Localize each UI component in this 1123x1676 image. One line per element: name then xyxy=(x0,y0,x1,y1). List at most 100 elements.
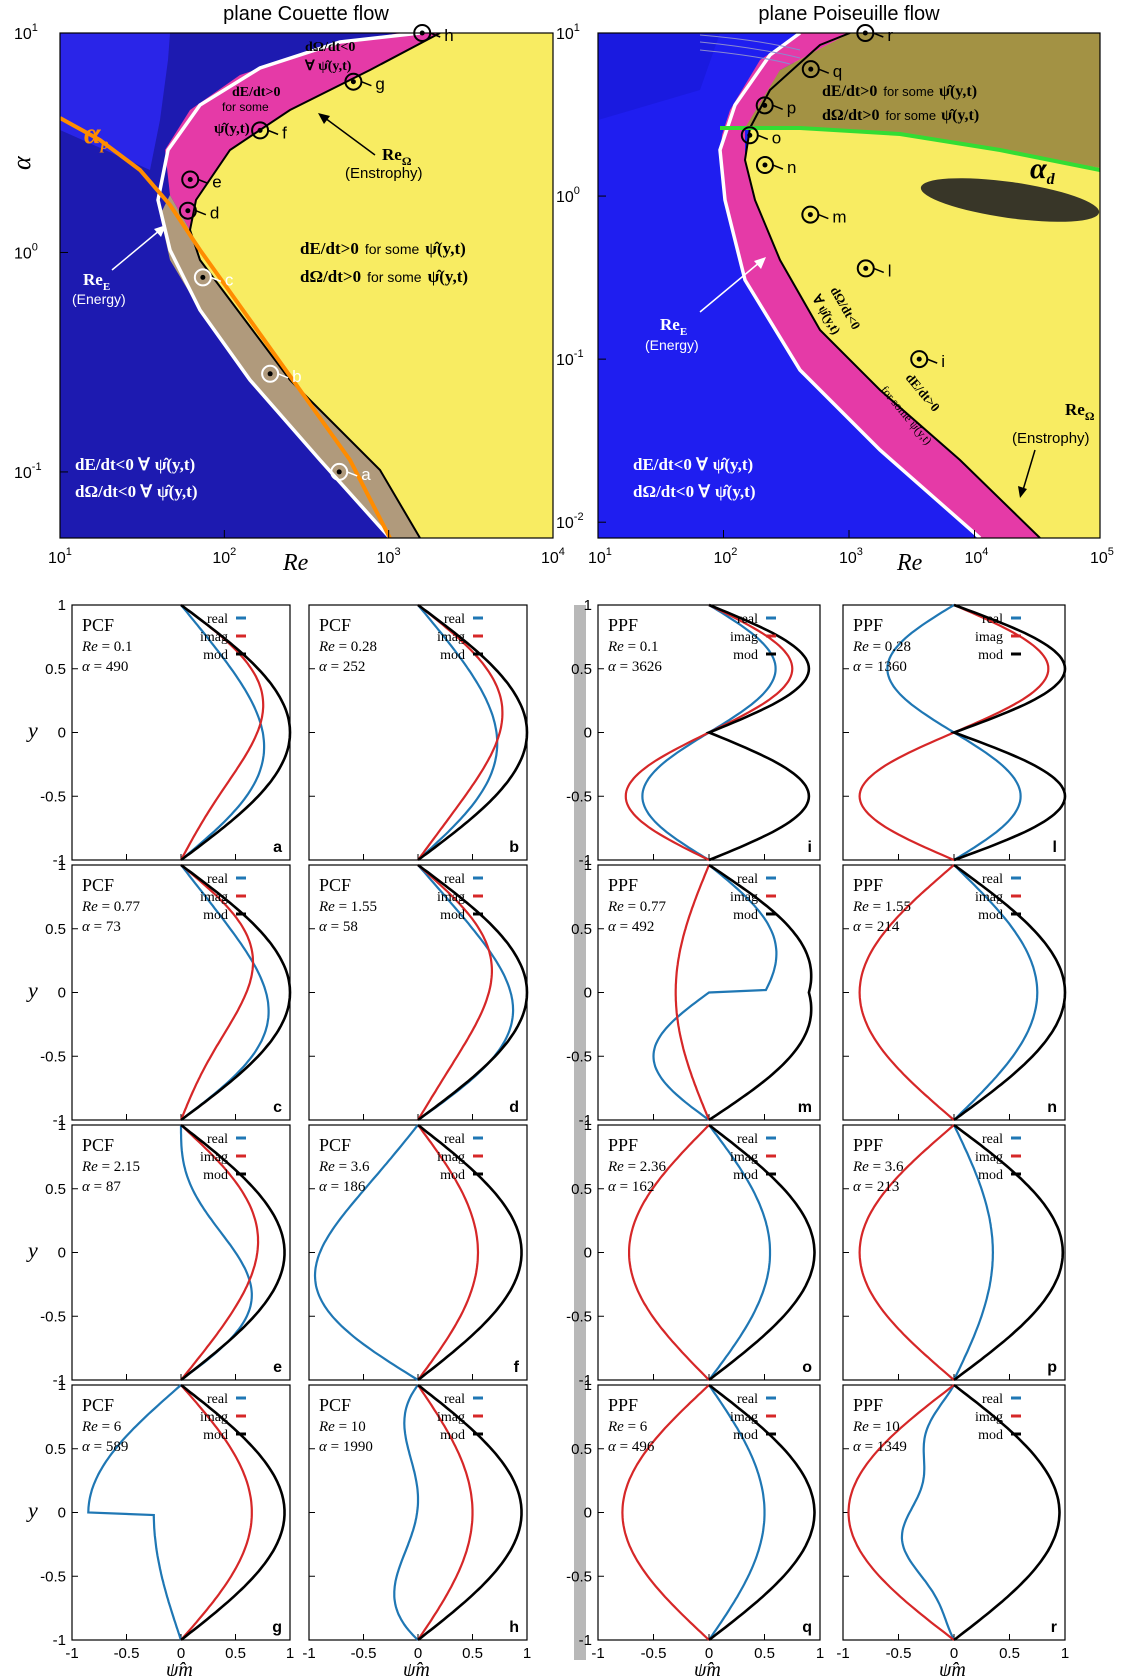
map-point-label: f xyxy=(282,123,287,142)
legend-label-real: real xyxy=(737,1392,758,1407)
re-symbol: Re xyxy=(318,1419,335,1435)
ppf-energy-label: (Energy) xyxy=(645,337,699,353)
re-symbol: Re xyxy=(81,1419,98,1435)
map-x-tick-label: 102 xyxy=(714,546,738,567)
profile-imag-curve xyxy=(179,864,255,1121)
map-point-dot xyxy=(350,79,356,85)
panel-re-label: Re = 10 xyxy=(318,1419,366,1435)
alpha-symbol: α xyxy=(853,919,862,935)
map-point-dot xyxy=(862,30,868,36)
profile-panel-e: real imag mod PCF Re = 2.15 α = 87 e 1 0.5 0 -0.5 -… xyxy=(26,1117,291,1389)
panel-letter: f xyxy=(514,1359,520,1376)
map-y-tick-label: 100 xyxy=(14,241,38,262)
alpha-symbol: α xyxy=(319,919,328,935)
legend-label-imag: imag xyxy=(730,630,758,645)
map-point-dot xyxy=(336,469,342,475)
alpha-symbol: α xyxy=(82,659,91,675)
map-x-tick-exp: 4 xyxy=(559,546,565,558)
profile-y-tick-label: 0 xyxy=(58,985,66,1002)
alpha-value: = 496 xyxy=(616,1439,655,1455)
profile-panel-b: real imag mod PCF Re = 0.28 α = 252 b xyxy=(308,603,529,862)
map-y-tick-label: 10-2 xyxy=(556,511,584,532)
legend-label-imag: imag xyxy=(975,630,1003,645)
legend-label-mod: mod xyxy=(733,1168,758,1183)
profile-x-tick-label: -1 xyxy=(65,1645,78,1662)
ppf-map xyxy=(598,33,1100,538)
profile-y-tick-label: 0 xyxy=(58,725,66,742)
panel-flow-label: PCF xyxy=(319,875,351,895)
profile-y-tick-label: 0.5 xyxy=(571,1441,592,1458)
alpha-value: = 214 xyxy=(861,919,900,935)
legend-label-imag: imag xyxy=(200,890,228,905)
profile-x-tick-label: -0.5 xyxy=(641,1645,667,1662)
re-value: = 0.28 xyxy=(869,639,911,655)
pcf-gray-band xyxy=(160,195,420,538)
map-point-label: m xyxy=(832,208,846,227)
pcf-band-text-2: ∀ ψ̂(y,t) xyxy=(304,59,352,74)
panel-flow-label: PPF xyxy=(608,875,638,895)
profile-panel-f: real imag mod PCF Re = 3.6 α = 186 f xyxy=(308,1123,528,1382)
profile-y-tick-label: -1 xyxy=(53,1112,66,1129)
profile-x-tick-label: 1 xyxy=(523,1645,531,1662)
ppf-unstable-text-1: dE/dt>0 for some ψ̂(y,t) xyxy=(822,83,977,100)
profile-frame xyxy=(308,1124,528,1381)
profile-real-curve xyxy=(708,1124,772,1381)
profile-real-curve xyxy=(393,1384,420,1641)
re-value: = 0.1 xyxy=(624,639,659,655)
profile-y-tick-label: 0.5 xyxy=(571,661,592,678)
legend-label-imag: imag xyxy=(975,1150,1003,1165)
legend-label-imag: imag xyxy=(730,1150,758,1165)
map-point-dot xyxy=(762,102,768,108)
re-symbol: Re xyxy=(607,899,624,915)
map-x-tick-exp: 3 xyxy=(394,546,400,558)
pcf-unstable-region xyxy=(190,33,553,538)
legend-label-real: real xyxy=(207,1392,228,1407)
re-value: = 3.6 xyxy=(335,1159,370,1175)
map-y-tick-label: 10-1 xyxy=(14,461,42,482)
legend-label-real: real xyxy=(444,1132,465,1147)
panel-letter: o xyxy=(802,1359,812,1376)
re-value: = 3.6 xyxy=(869,1159,904,1175)
profile-frame xyxy=(71,1124,291,1381)
profile-imag-curve xyxy=(417,1124,480,1381)
alpha-symbol: α xyxy=(82,919,91,935)
alpha-value: = 589 xyxy=(90,1439,128,1455)
legend-label-real: real xyxy=(982,872,1003,887)
pcf-enstrophy-label: (Enstrophy) xyxy=(345,165,423,182)
alpha-symbol: α xyxy=(608,919,617,935)
profile-frame xyxy=(71,604,291,861)
re-symbol: Re xyxy=(318,899,335,915)
alpha-value: = 58 xyxy=(327,919,358,935)
panel-flow-label: PPF xyxy=(608,615,638,635)
pcf-alpha-p-label: αp xyxy=(84,117,109,153)
profile-x-tick-label: 0.5 xyxy=(754,1645,775,1662)
profile-y-tick-label: 0.5 xyxy=(45,661,66,678)
panel-letter: l xyxy=(1053,839,1057,856)
map-point-leader xyxy=(346,471,358,477)
profile-x-tick-label: 0.5 xyxy=(462,1645,483,1662)
profile-imag-curve xyxy=(847,1384,955,1641)
map-point-dot xyxy=(807,212,813,218)
map-x-tick-label: 103 xyxy=(839,546,863,567)
profile-real-curve xyxy=(417,604,499,861)
map-point-label: p xyxy=(787,98,796,117)
profile-mod-curve xyxy=(180,863,292,1122)
pcf-re-omega-curve xyxy=(188,33,441,538)
panel-re-label: Re = 1.55 xyxy=(318,899,377,915)
profile-y-tick-label: 0 xyxy=(58,1505,66,1522)
ppf-re-omega-arrowhead xyxy=(1018,486,1027,498)
profile-panel-m: real imag mod PPF Re = 0.77 α = 492 m 1 0.5 0 -0.5… xyxy=(566,857,821,1129)
map-point-leader xyxy=(361,80,372,87)
panel-alpha-label: α = 213 xyxy=(853,1179,899,1195)
profile-imag-curve xyxy=(180,1384,253,1641)
ppf-re-omega-arrow xyxy=(1022,449,1036,491)
legend-label-real: real xyxy=(207,872,228,887)
map-point-leader xyxy=(210,276,222,283)
map-x-tick-exp: 1 xyxy=(606,546,612,558)
alpha-symbol: α xyxy=(853,1179,862,1195)
profile-mod-curve xyxy=(417,603,529,862)
legend-label-mod: mod xyxy=(203,648,228,663)
panel-alpha-label: α = 492 xyxy=(608,919,654,935)
